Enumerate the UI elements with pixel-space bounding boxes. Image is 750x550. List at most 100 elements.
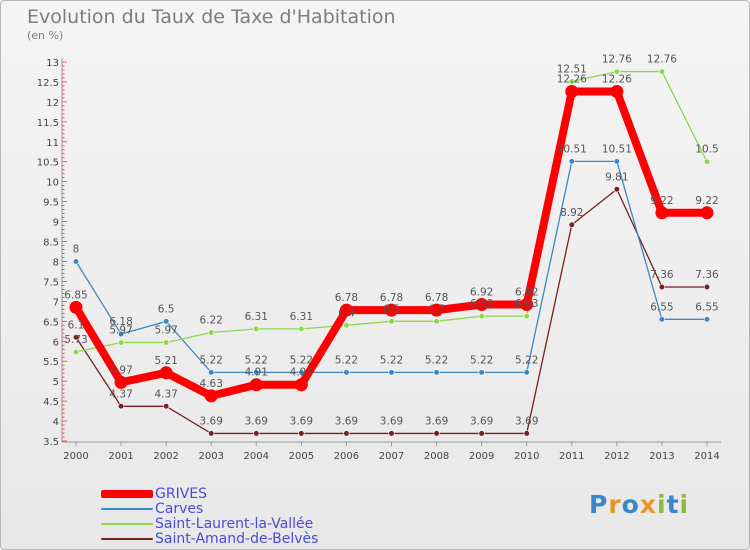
data-label-saint-laurent: 12.51 [557, 64, 587, 76]
data-point-carves [388, 369, 395, 376]
x-tick-label: 2001 [108, 451, 133, 462]
data-point-saint-laurent [703, 158, 711, 165]
data-point-saint-amand [433, 430, 440, 437]
data-label-saint-amand: 9.81 [605, 171, 628, 183]
legend-item-saint-amand: Saint-Amand-de-Belvès [101, 530, 319, 547]
x-tick-label: 2002 [153, 451, 178, 462]
data-label-saint-laurent: 6.31 [245, 311, 268, 323]
data-label-carves: 10.51 [557, 143, 587, 155]
x-tick-label: 2012 [604, 451, 629, 462]
data-label-grives: 5.21 [154, 355, 177, 367]
data-point-carves [613, 158, 620, 165]
logo-letter: o [621, 490, 640, 519]
chart-title: Evolution du Taux de Taxe d'Habitation [27, 6, 396, 28]
data-label-grives: 9.22 [695, 195, 718, 207]
data-point-grives [430, 303, 444, 317]
y-tick-label: 13 [46, 58, 59, 69]
legend-label-grives: GRIVES [155, 485, 208, 502]
y-tick-label: 7 [53, 297, 59, 308]
logo-letter: i [657, 490, 667, 519]
data-point-carves [568, 158, 575, 165]
y-tick-label: 11 [46, 138, 59, 149]
data-point-saint-amand [478, 430, 485, 437]
data-label-grives: 12.26 [557, 74, 587, 86]
x-tick-label: 2006 [334, 451, 359, 462]
y-tick-label: 5 [53, 377, 59, 388]
data-point-carves [658, 316, 666, 323]
data-label-grives: 6.92 [470, 287, 493, 299]
data-point-carves [72, 258, 80, 265]
logo-letter: x [639, 490, 657, 519]
data-label-carves: 5.22 [245, 354, 268, 366]
data-label-carves: 8 [73, 243, 80, 255]
x-tick-label: 2005 [289, 451, 314, 462]
data-point-saint-laurent [658, 68, 666, 75]
data-point-saint-laurent [208, 329, 215, 336]
data-point-grives [204, 389, 218, 403]
data-point-saint-laurent [343, 322, 350, 329]
data-point-grives [700, 206, 714, 220]
data-point-carves [478, 369, 485, 376]
chart-subtitle: (en %) [27, 29, 64, 42]
data-label-saint-laurent: 12.76 [647, 54, 677, 66]
data-label-saint-amand: 3.69 [245, 415, 268, 427]
data-point-saint-amand [613, 186, 620, 193]
data-point-saint-amand [72, 334, 80, 341]
legend-swatch-saint-laurent [101, 522, 153, 525]
data-label-grives: 4.97 [109, 364, 132, 376]
series-layer [69, 68, 714, 437]
y-tick-label: 6 [53, 337, 59, 348]
data-label-saint-laurent: 6.31 [290, 311, 313, 323]
data-label-saint-amand: 8.92 [560, 207, 583, 219]
data-label-saint-amand: 3.69 [425, 415, 448, 427]
y-tick-label: 4 [53, 417, 59, 428]
y-tick-label: 10 [46, 178, 59, 189]
y-tick-label: 10.5 [37, 158, 59, 169]
y-tick-label: 12 [46, 98, 59, 109]
logo-letter: t [666, 490, 680, 519]
x-tick-label: 2014 [694, 451, 719, 462]
data-label-saint-amand: 3.69 [290, 415, 313, 427]
data-point-saint-amand [253, 430, 260, 437]
x-tick-label: 2013 [649, 451, 674, 462]
data-point-saint-laurent [433, 318, 440, 325]
data-point-saint-amand [343, 430, 350, 437]
data-label-grives: 4.91 [245, 367, 268, 379]
data-label-saint-laurent: 5.97 [154, 324, 177, 336]
data-label-saint-amand: 3.69 [335, 415, 358, 427]
legend-swatch-carves [101, 507, 153, 510]
data-point-saint-amand [523, 430, 530, 437]
data-label-saint-amand: 3.69 [515, 415, 538, 427]
data-point-grives [475, 298, 489, 312]
data-label-grives: 4.63 [200, 378, 223, 390]
data-point-grives [69, 300, 83, 314]
legend-item-grives: GRIVES [101, 485, 208, 502]
data-point-grives [520, 298, 534, 312]
data-point-saint-laurent [388, 318, 395, 325]
data-point-grives [114, 375, 128, 389]
data-label-grives: 6.85 [64, 289, 87, 301]
series-line-grives [72, 87, 711, 400]
data-label-saint-laurent: 6.5 [428, 303, 445, 315]
data-point-carves [433, 369, 440, 376]
data-label-saint-laurent: 6.4 [338, 307, 355, 319]
legend-label-saint-amand: Saint-Amand-de-Belvès [155, 530, 319, 547]
data-point-saint-laurent [253, 325, 260, 332]
data-point-saint-laurent [523, 313, 530, 320]
x-tick-label: 2004 [244, 451, 269, 462]
data-label-carves: 10.51 [602, 143, 632, 155]
data-label-carves: 5.22 [425, 354, 448, 366]
legend-item-saint-laurent: Saint-Laurent-la-Vallée [101, 516, 313, 532]
y-tick-label: 8.5 [43, 238, 59, 249]
data-label-carves: 5.22 [335, 354, 358, 366]
data-label-grives: 4.91 [290, 367, 313, 379]
legend-swatch-saint-amand [101, 537, 153, 540]
data-label-carves: 6.55 [695, 301, 718, 313]
data-label-saint-amand: 4.37 [154, 388, 177, 400]
y-tick-label: 5.5 [43, 357, 59, 368]
data-point-saint-amand [658, 283, 666, 291]
data-label-saint-laurent: 6.63 [515, 298, 538, 310]
data-label-saint-laurent: 5.97 [109, 324, 132, 336]
data-point-saint-laurent [117, 339, 125, 346]
legend-label-carves: Carves [155, 500, 204, 517]
